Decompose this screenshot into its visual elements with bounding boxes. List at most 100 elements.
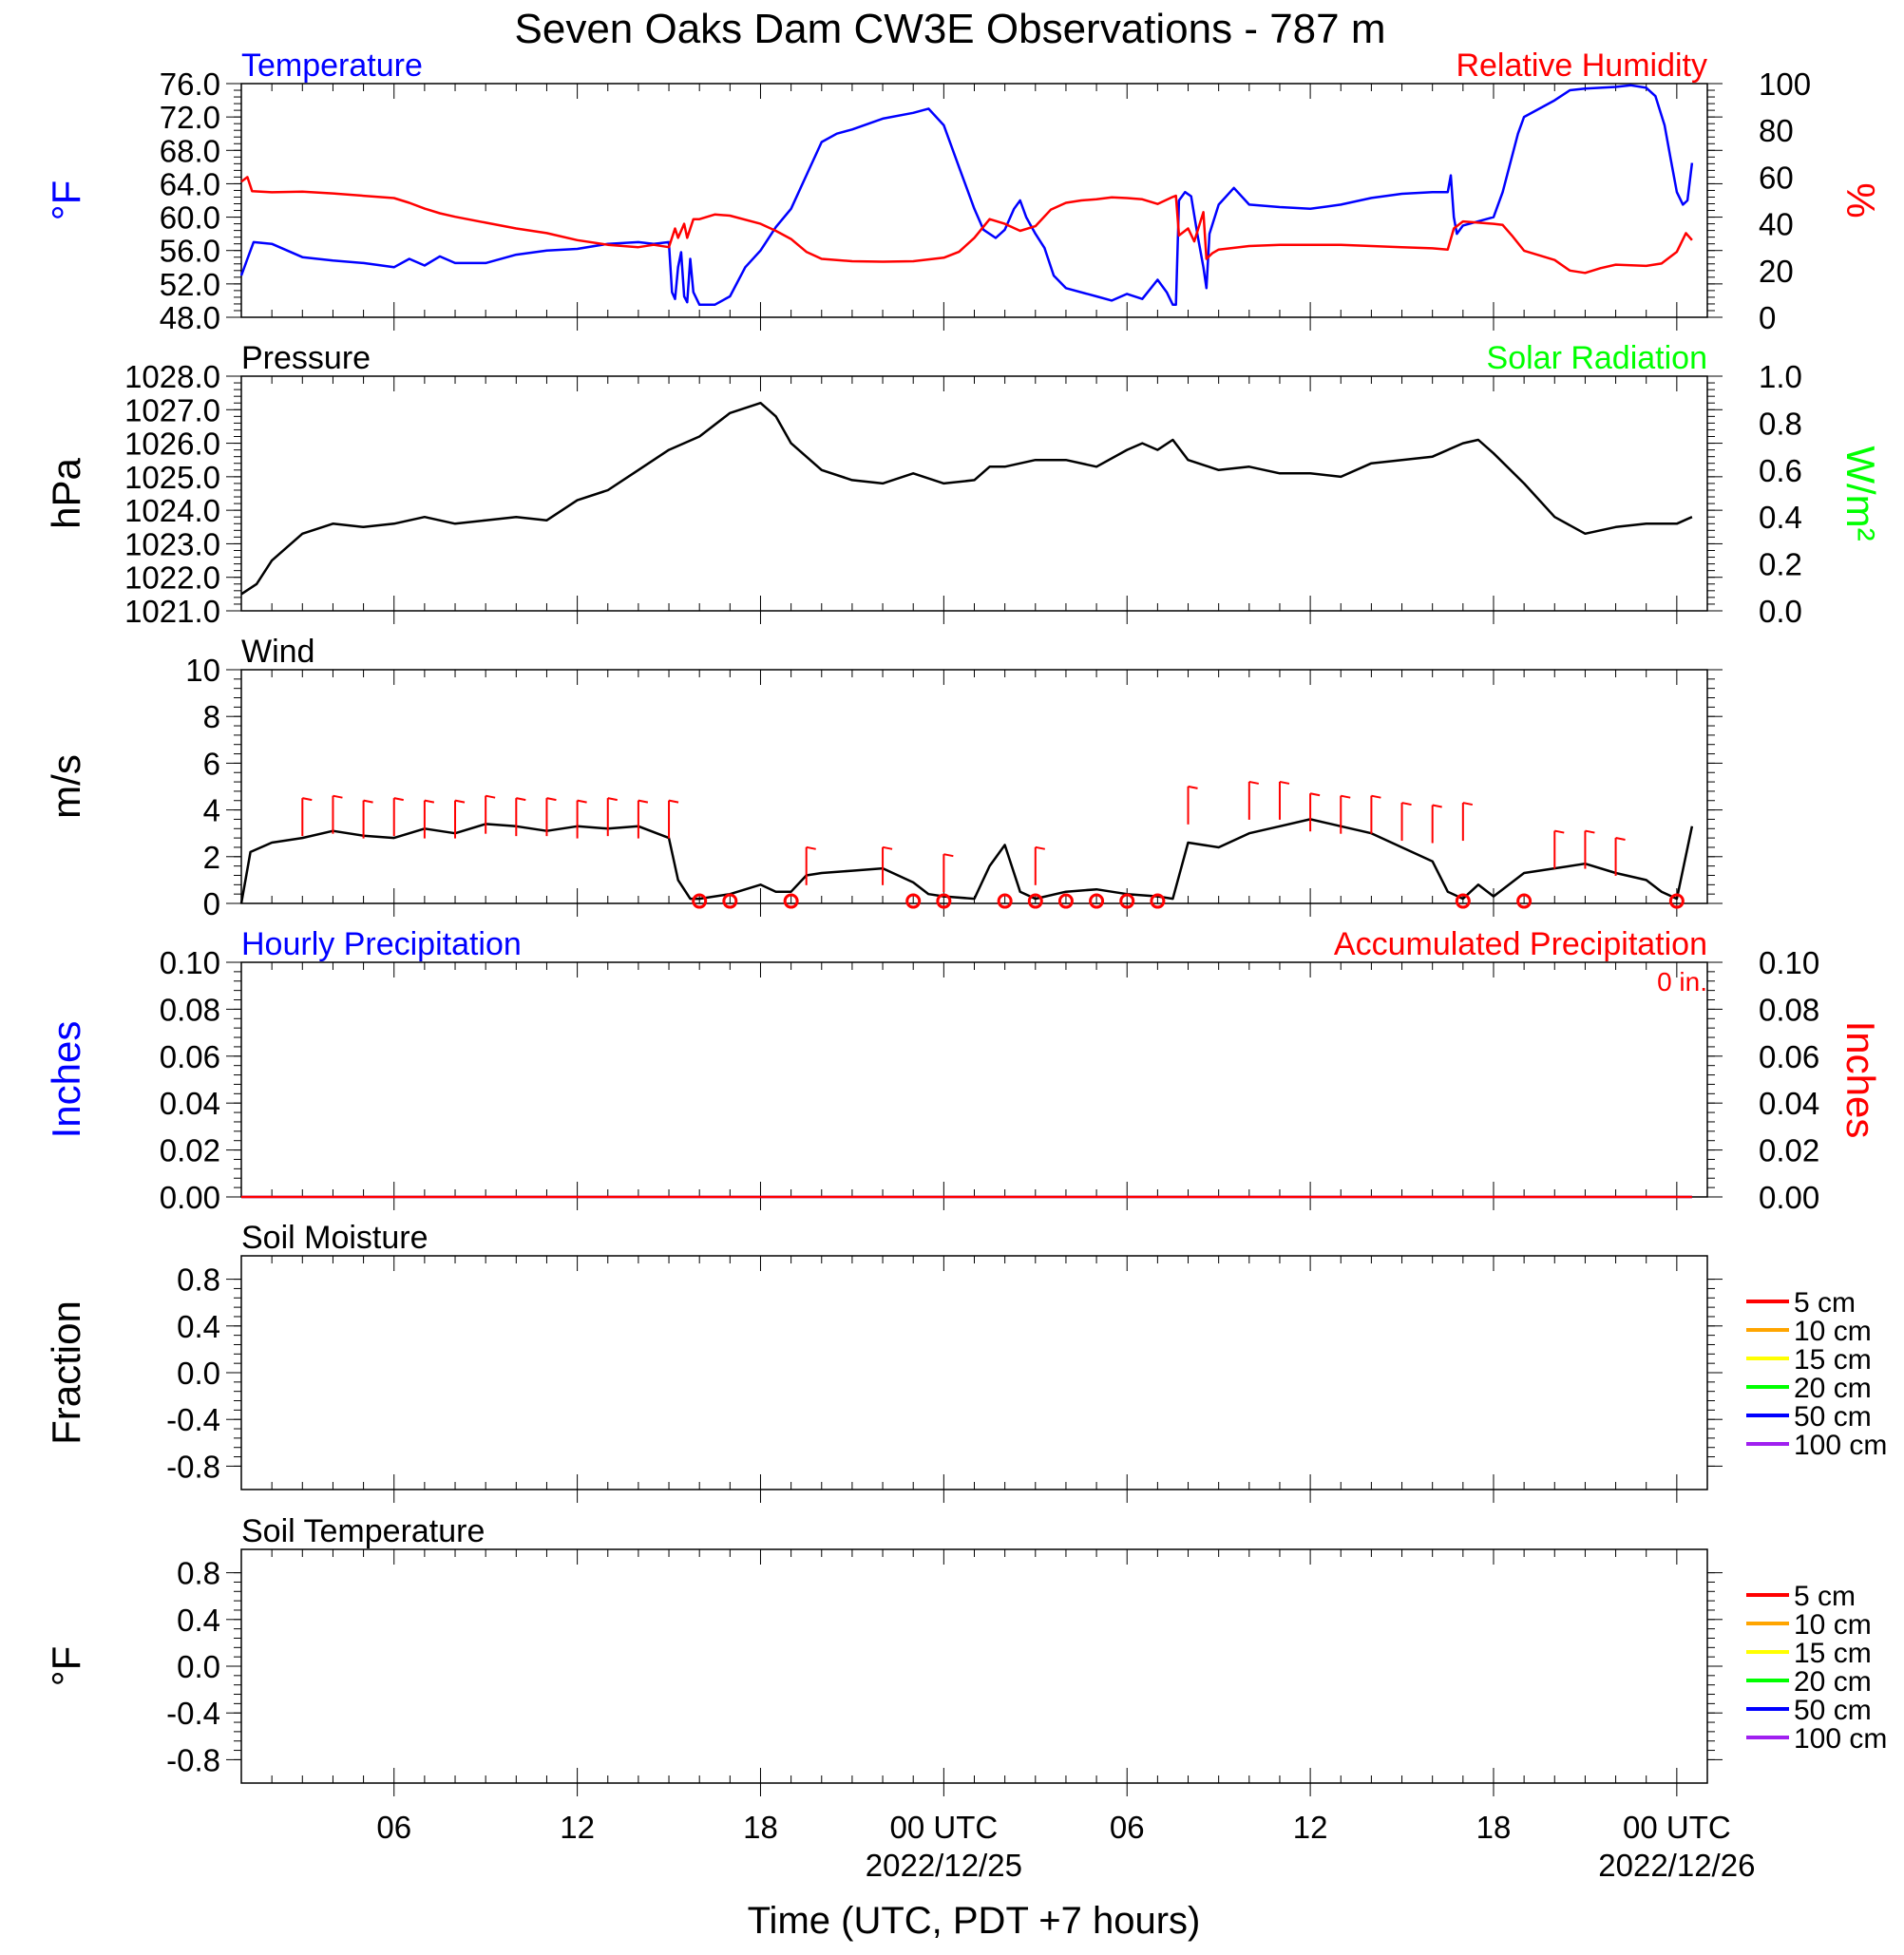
calm-wind-marker [1089,893,1105,909]
y-tick-label: 0.0 [177,1649,220,1684]
panel-frame [240,1255,1708,1490]
y-right-tick-label: 20 [1759,254,1794,289]
legend-label: 20 cm [1794,1373,1872,1404]
legend-label: 20 cm [1794,1666,1872,1698]
y-tick-label: 0.08 [160,992,220,1027]
wind-barb-flag [1248,780,1260,785]
y-right-tick-label: 0.10 [1759,945,1819,980]
y-tick-label: 68.0 [160,133,220,168]
y-tick-label: 1028.0 [124,359,220,394]
y-axis-label-right: W/m² [1838,446,1883,541]
y-tick-label: 0.0 [177,1356,220,1391]
legend-label: 50 cm [1794,1695,1872,1726]
y-axis-label-left: Inches [44,1021,88,1139]
wind-barb-flag [333,794,343,799]
y-right-tick-label: 0.6 [1759,453,1802,488]
wind-barb-flag [1188,785,1198,789]
calm-wind-marker [1119,893,1135,909]
y-tick-label: 0.8 [177,1556,220,1591]
y-right-tick-label: 0.08 [1759,992,1819,1027]
panel-frame [240,669,1708,904]
y-right-tick-label: 0.8 [1759,406,1802,441]
y-tick-label: 0.06 [160,1039,220,1074]
y-tick-label: 1025.0 [124,460,220,495]
y-tick-label: 1022.0 [124,560,220,596]
y-right-tick-label: 40 [1759,207,1794,242]
y-tick-label: 64.0 [160,166,220,201]
calm-wind-marker [1516,893,1533,909]
wind-barb-flag [1585,829,1595,834]
y-right-tick-label: 0.2 [1759,547,1802,582]
y-right-tick-label: 0.0 [1759,594,1802,629]
panel-right-title: Accumulated Precipitation [1334,926,1707,962]
calm-wind-marker [1668,893,1685,909]
y-tick-label: 8 [203,699,220,734]
chart-title: Seven Oaks Dam CW3E Observations - 787 m [515,6,1386,52]
legend-label: 5 cm [1794,1287,1856,1319]
y-tick-label: 10 [185,653,220,688]
x-tick-label: 18 [743,1810,778,1845]
legend-label: 10 cm [1794,1316,1872,1347]
wind-barb-flag [454,799,466,804]
y-axis-label-left: m/s [44,754,88,819]
y-tick-label: 72.0 [160,100,220,135]
x-tick-label: 00 UTC [890,1810,999,1845]
wind-barb-flag [1554,829,1565,834]
y-tick-label: -0.8 [166,1742,220,1777]
legend-label: 15 cm [1794,1344,1872,1376]
series-line-temperature [239,84,1694,307]
calm-wind-marker [1057,893,1074,909]
wind-barb-flag [577,799,587,804]
panel-temperature_humidity: 48.052.056.060.064.068.072.076.0 0 20 40 60 8… [44,47,1883,335]
y-tick-label: 0.00 [160,1180,220,1215]
legend-label: 5 cm [1794,1581,1856,1612]
y-tick-label: -0.4 [166,1696,220,1731]
wind-barb-flag [516,797,526,802]
y-right-tick-label: 60 [1759,160,1794,195]
y-tick-label: 76.0 [160,66,220,102]
panel-soil_moisture: -0.8 -0.4 0.0 0.4 0.8 Soil Moisture Fraction 5 … [44,1220,1887,1503]
y-right-tick-label: 0.06 [1759,1039,1819,1074]
y-right-tick-label: 0.4 [1759,500,1802,535]
panel-precipitation: 0.00 0.02 0.04 0.06 0.08 0.10 0.00 0.02 0.04 0.06… [44,926,1883,1215]
x-tick-date-label: 2022/12/26 [1598,1848,1755,1883]
y-tick-label: 0.4 [177,1603,220,1638]
calm-wind-marker [905,893,922,909]
y-right-tick-label: 0 [1759,300,1776,335]
y-right-tick-label: 100 [1759,66,1811,102]
legend-label: 50 cm [1794,1401,1872,1433]
panel-frame [240,1548,1708,1784]
panel-pressure: 1021.01022.01023.01024.01025.01026.01027… [44,340,1883,629]
x-tick-label: 12 [1293,1810,1328,1845]
panel-frame [240,375,1708,612]
y-axis-label-left: Fraction [44,1300,88,1445]
legend-label: 100 cm [1794,1723,1887,1755]
panels-group: 48.052.056.060.064.068.072.076.002040608… [44,47,1887,1883]
y-tick-label: 1023.0 [124,526,220,561]
legend-label: 100 cm [1794,1430,1887,1461]
panel-left-title: Soil Moisture [241,1220,428,1256]
panel-left-title: Soil Temperature [241,1513,485,1549]
wind-barb-flag [363,799,373,804]
y-right-tick-label: 0.04 [1759,1086,1819,1121]
legend-label: 10 cm [1794,1609,1872,1641]
panel-right-title: Relative Humidity [1456,47,1707,84]
wind-barb-flag [943,853,954,858]
wind-barb-flag [1309,792,1321,797]
wind-barb-flag [1615,836,1626,841]
panel-frame [240,961,1708,1198]
y-axis-label-right: % [1838,182,1883,218]
y-tick-label: 0.10 [160,945,220,980]
panel-wind: 0 2 4 6 8 10 Wind m/s [44,634,1723,921]
wind-barb-flag [1401,802,1412,807]
calm-wind-marker [997,893,1013,909]
y-right-tick-label: 80 [1759,113,1794,148]
x-tick-label: 06 [376,1810,411,1845]
wind-barb-flag [607,797,618,802]
y-tick-label: 1026.0 [124,427,220,462]
y-right-tick-label: 0.02 [1759,1133,1819,1168]
wind-barb-flag [1371,794,1381,799]
y-tick-label: -0.8 [166,1449,220,1484]
